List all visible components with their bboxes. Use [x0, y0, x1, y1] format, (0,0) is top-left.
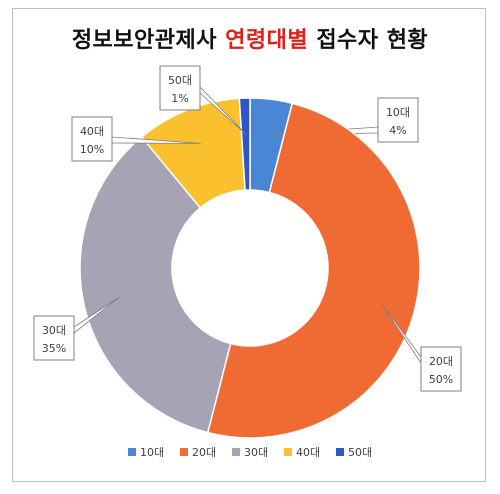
title-highlight: 연령대별	[225, 28, 309, 53]
legend-label-30대: 30대	[244, 446, 268, 459]
legend-swatch-10대	[128, 448, 136, 456]
label-value-40대: 10%	[80, 143, 104, 156]
label-category-30대: 30대	[42, 324, 66, 337]
legend-swatch-40대	[284, 448, 292, 456]
legend-swatch-20대	[180, 448, 188, 456]
label-value-30대: 35%	[42, 342, 66, 355]
label-category-10대: 10대	[386, 106, 410, 119]
slice-50대	[238, 97, 251, 191]
chart-title: 정보보안관제사 연령대별 접수자 현황	[0, 22, 500, 54]
slice-30대	[79, 135, 232, 434]
title-part-3: 접수자 현황	[316, 28, 429, 53]
title-part-1: 정보보안관제사	[71, 28, 217, 53]
legend-label-50대: 50대	[348, 446, 372, 459]
label-value-20대: 50%	[429, 373, 453, 386]
label-category-20대: 20대	[429, 355, 453, 368]
label-category-40대: 40대	[80, 125, 104, 138]
label-value-50대: 1%	[171, 92, 188, 105]
legend-swatch-30대	[232, 448, 240, 456]
label-value-10대: 4%	[389, 124, 406, 137]
slice-20대	[206, 102, 421, 439]
label-category-50대: 50대	[168, 74, 192, 87]
legend-swatch-50대	[336, 448, 344, 456]
legend-label-40대: 40대	[296, 446, 320, 459]
legend-label-20대: 20대	[192, 446, 216, 459]
legend-label-10대: 10대	[140, 446, 164, 459]
